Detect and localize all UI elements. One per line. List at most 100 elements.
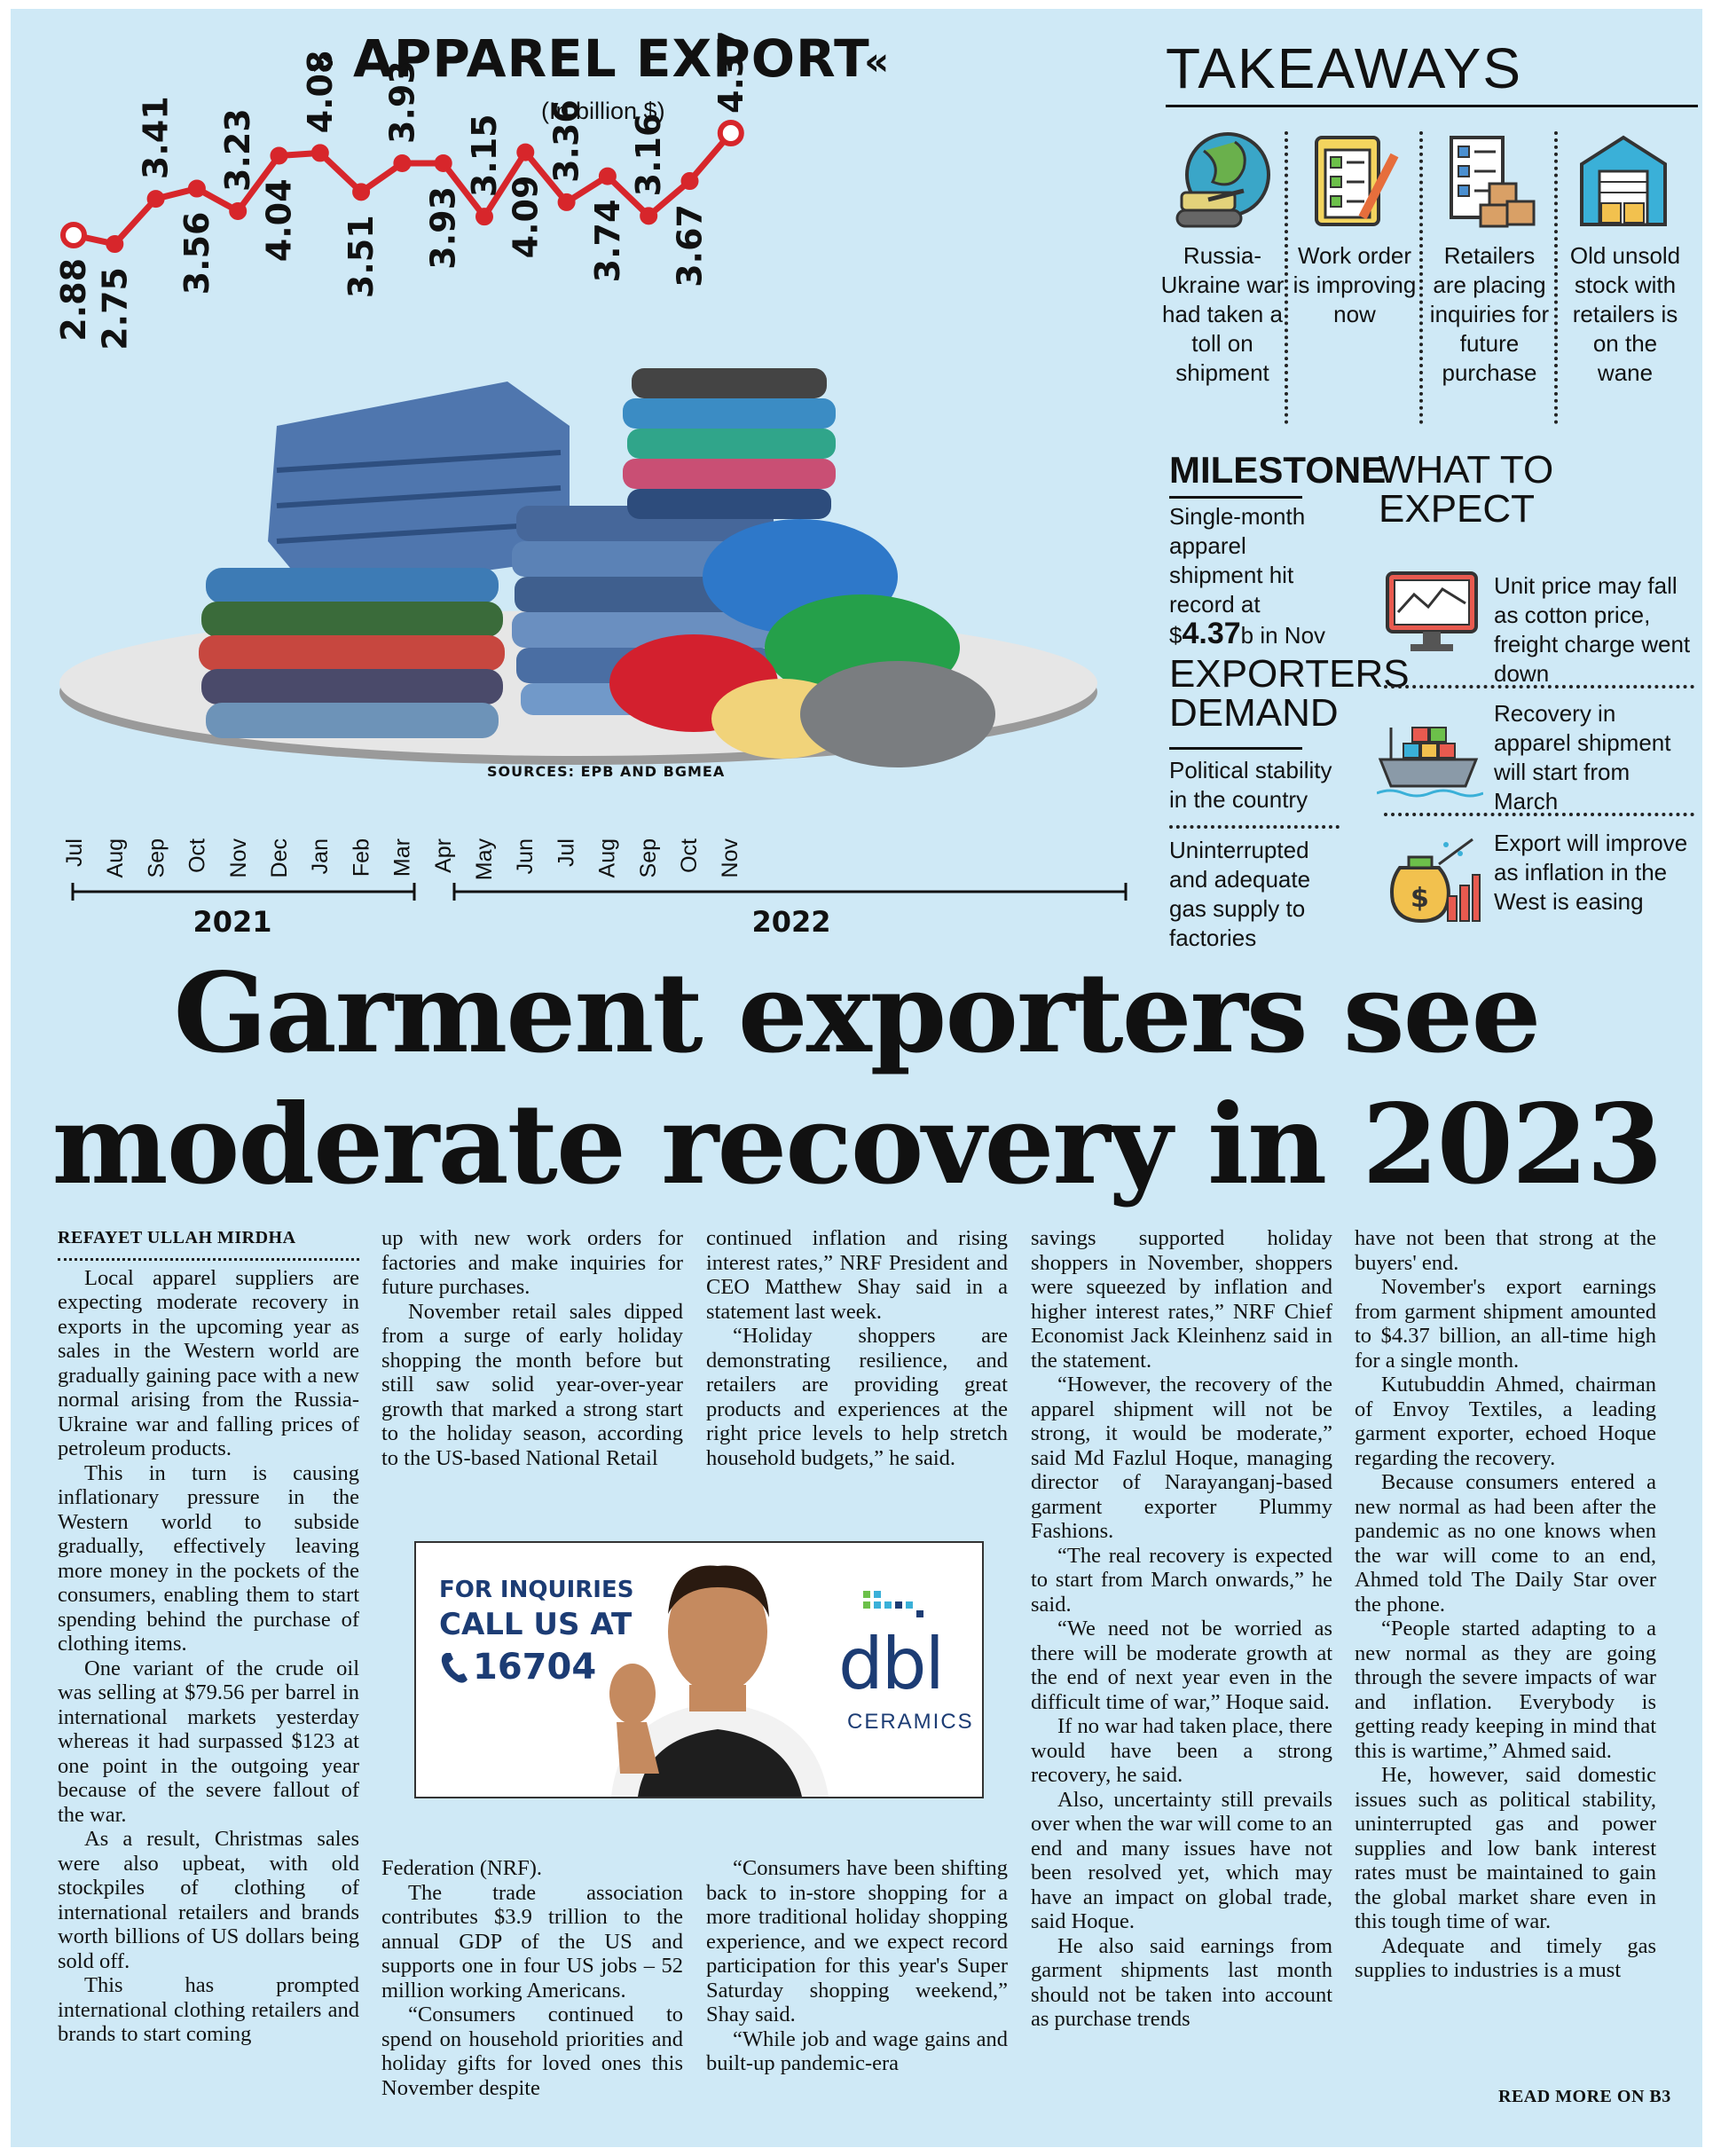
paragraph: Kutubuddin Ahmed, chairman of Envoy Text… — [1355, 1373, 1656, 1470]
x-tick-label: Dec — [267, 838, 292, 877]
ad-call-text: CALL US AT — [439, 1607, 633, 1642]
phone-icon — [441, 1653, 468, 1683]
data-point — [434, 153, 452, 172]
data-label: 4.08 — [301, 51, 340, 134]
x-tick-label: Oct — [677, 838, 702, 873]
data-point — [557, 193, 576, 211]
paragraph: This in turn is causing inflationary pre… — [58, 1460, 359, 1656]
x-tick-label: May — [472, 838, 497, 881]
data-label: 3.23 — [218, 108, 257, 192]
exporters-demand-rule — [1169, 747, 1302, 750]
paragraph: “Consumers have been shifting back to in… — [706, 1856, 1008, 2026]
takeaway-divider-3 — [1554, 131, 1558, 424]
ad-inquiries-text: FOR INQUIRIES — [439, 1577, 634, 1603]
data-point — [310, 144, 329, 162]
data-label: 3.93 — [424, 186, 463, 270]
x-tick-label: Feb — [349, 838, 373, 877]
article-column-1: REFAYET ULLAH MIRDHA Local apparel suppl… — [58, 1226, 359, 2047]
milestone-title: MILESTONE — [1169, 449, 1387, 491]
expect-divider-1 — [1384, 685, 1694, 689]
paragraph: savings supported holiday shoppers in No… — [1031, 1226, 1332, 1373]
chart-subtitle: (In billion $) — [541, 98, 665, 124]
data-point — [106, 235, 124, 253]
article-column-2-bottom: Federation (NRF). The trade association … — [381, 1856, 683, 2100]
paragraph: This has prompted international clothing… — [58, 1973, 359, 2046]
x-tick-label: Apr — [431, 838, 456, 873]
person-photo — [609, 1565, 829, 1797]
takeaway-text-4: Old unsold stock with retailers is on th… — [1569, 242, 1681, 386]
data-label: 3.36 — [547, 99, 586, 183]
paragraph: Also, uncertainty still prevails over wh… — [1031, 1787, 1332, 1934]
ad-brand-subtitle: CERAMICS — [847, 1710, 974, 1734]
article-column-3-top: continued inflation and rising interest … — [706, 1226, 1008, 1470]
paragraph: Because consumers entered a new normal a… — [1355, 1470, 1656, 1617]
paragraph: “The real recovery is expected to start … — [1031, 1543, 1332, 1617]
paragraph: continued inflation and rising interest … — [706, 1226, 1008, 1324]
paragraph: November's export earnings from garment … — [1355, 1275, 1656, 1373]
exporters-demand-item-1: Political stability in the country — [1169, 757, 1332, 813]
dbl-ceramics-ad[interactable]: FOR INQUIRIES CALL US AT 16704 dbl CERAM… — [414, 1541, 984, 1798]
year-label-2021: 2021 — [193, 905, 271, 939]
paragraph: He, however, said domestic issues such a… — [1355, 1763, 1656, 1933]
paragraph: Local apparel suppliers are expecting mo… — [58, 1265, 359, 1461]
data-point — [717, 120, 744, 146]
data-label: 3.51 — [342, 215, 381, 298]
chevron-left-icon: « — [864, 39, 890, 84]
newspaper-page: » « APPAREL EXPORT (In billion $) — [11, 9, 1702, 2147]
x-tick-label: Sep — [144, 838, 169, 877]
article-column-2-top: up with new work orders for factories an… — [381, 1226, 683, 1470]
paragraph: have not been that strong at the buyers'… — [1355, 1226, 1656, 1275]
takeaway-divider-1 — [1285, 131, 1288, 424]
expect-divider-2 — [1384, 813, 1694, 816]
data-point — [146, 190, 165, 209]
x-tick-label: Oct — [185, 838, 210, 873]
milestone-text: Single-month apparel shipment hit record… — [1169, 503, 1326, 650]
article-column-5: have not been that strong at the buyers'… — [1355, 1226, 1656, 1983]
paragraph: “While job and wage gains and built-up p… — [706, 2026, 1008, 2076]
expect-text-2: Recovery in apparel shipment will start … — [1494, 700, 1671, 814]
paragraph: November retail sales dipped from a surg… — [381, 1299, 683, 1470]
year-label-2022: 2022 — [751, 905, 830, 939]
cargo-ship-icon — [1377, 727, 1483, 798]
data-point — [640, 207, 658, 225]
paragraph: The trade association contributes $3.9 t… — [381, 1880, 683, 2003]
paragraph: up with new work orders for factories an… — [381, 1226, 683, 1299]
data-label: 3.41 — [137, 96, 176, 179]
x-tick-label: Jun — [513, 838, 538, 874]
exporters-demand-title: EXPORTERS DEMAND — [1169, 652, 1410, 735]
takeaway-text-1: Russia- Ukraine war had taken a toll on … — [1160, 242, 1285, 386]
price-monitor-icon — [1386, 571, 1478, 651]
x-tick-label: Aug — [595, 838, 620, 877]
paragraph: “Holiday shoppers are demonstrating resi… — [706, 1324, 1008, 1470]
data-label: 3.56 — [177, 212, 216, 295]
takeaway-text-2: Work order is improving now — [1293, 242, 1417, 327]
data-point — [393, 153, 412, 172]
x-tick-label: Nov — [226, 838, 251, 878]
paragraph: As a result, Christmas sales were also u… — [58, 1827, 359, 1973]
chevron-right-icon: » — [310, 39, 336, 84]
paragraph: One variant of the crude oil was selling… — [58, 1656, 359, 1827]
paragraph: Adequate and timely gas supplies to indu… — [1355, 1933, 1656, 1983]
clothes-illustration — [59, 368, 1097, 767]
read-more-link[interactable]: READ MORE ON B3 — [1498, 2087, 1671, 2106]
x-tick-label: Mar — [390, 838, 415, 877]
ad-phone-number: 16704 — [473, 1647, 597, 1688]
expect-text-3: Export will improve as inflation in the … — [1494, 830, 1688, 915]
year-bracket-2022: 2022 — [452, 883, 1128, 939]
chart-title: APPAREL EXPORT — [353, 28, 870, 89]
data-point — [270, 146, 288, 165]
paragraph: “Consumers continued to spend on househo… — [381, 2003, 683, 2100]
chart-label-layer: 2.88 2.75 3.413.563.234.04 4.08 3.51 3.93 3.93… — [54, 30, 750, 350]
dbl-logo-dots-icon — [863, 1591, 923, 1617]
takeaways-title: TAKEAWAYS — [1166, 36, 1523, 100]
chart-sources: SOURCES: EPB AND BGMEA — [487, 763, 725, 780]
data-point — [60, 221, 87, 248]
year-bracket-2021: 2021 — [71, 883, 416, 939]
paragraph: “We need not be worried as there will be… — [1031, 1617, 1332, 1714]
paragraph: “However, the recovery of the apparel sh… — [1031, 1373, 1332, 1543]
data-point — [352, 183, 371, 201]
data-label: 3.93 — [382, 60, 421, 144]
expect-text-1: Unit price may fall as cotton price, fre… — [1494, 572, 1691, 687]
headline-line-2: moderate recovery in 2023 — [51, 1081, 1663, 1209]
globe-tank-icon — [1175, 132, 1270, 228]
